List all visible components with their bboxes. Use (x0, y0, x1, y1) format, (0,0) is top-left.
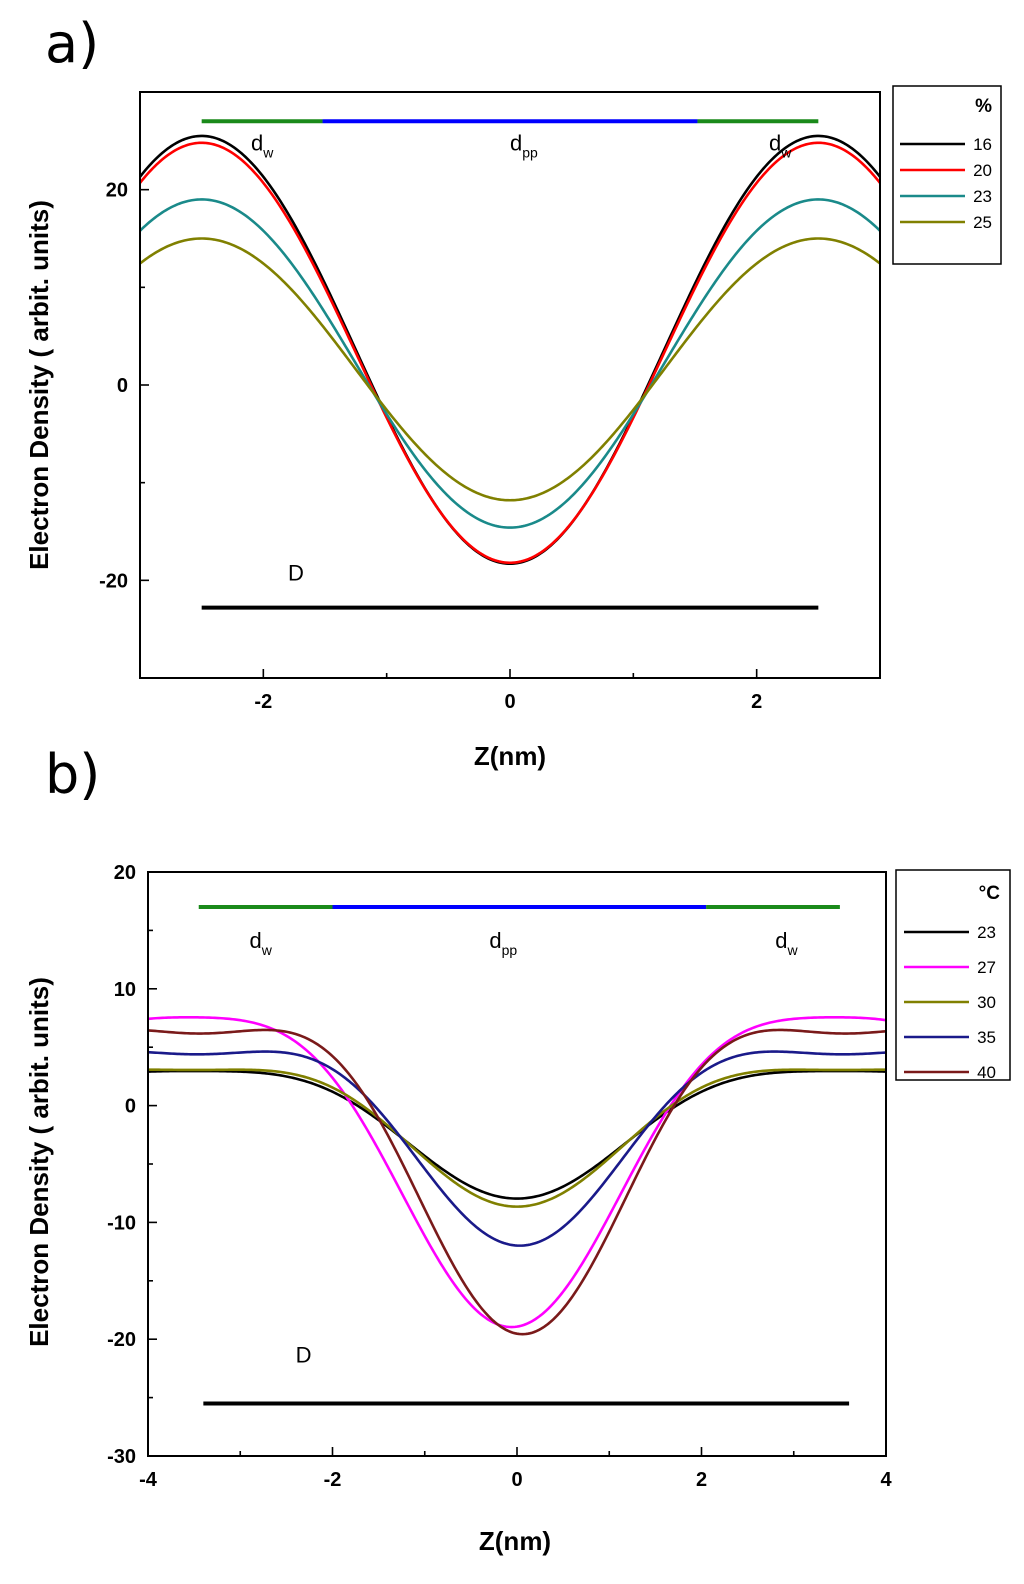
y-axis-title-b: Electron Density ( arbit. units) (24, 977, 54, 1347)
y-tick-label-b: 0 (125, 1096, 136, 1118)
series-line-a-20 (140, 141, 880, 565)
y-tick-label-a: -20 (99, 570, 128, 592)
y-tick-label-b: -10 (107, 1212, 136, 1234)
x-tick-label-a: -2 (254, 691, 272, 713)
legend-label-a-20: 20 (973, 161, 992, 180)
annotation-d-pp-b: dpp (489, 928, 517, 958)
legend-title-b: °C (979, 883, 1001, 904)
legend-label-a-25: 25 (973, 213, 992, 232)
x-tick-label-a: 2 (751, 691, 762, 713)
y-tick-label-b: 10 (114, 979, 136, 1001)
y-axis-title-a: Electron Density ( arbit. units) (24, 200, 54, 570)
x-tick-label-b: 4 (880, 1469, 892, 1491)
legend-label-b-30: 30 (977, 993, 996, 1012)
y-tick-label-b: -20 (107, 1329, 136, 1351)
y-tick-label-a: 20 (106, 180, 128, 202)
legend-box-b (895, 869, 1011, 1081)
series-line-b-35 (148, 1050, 886, 1247)
annotation-D-a: D (288, 560, 304, 585)
x-tick-label-b: -4 (139, 1469, 158, 1491)
series-line-b-40 (148, 1028, 886, 1336)
series-line-b-27 (148, 1016, 886, 1329)
panel-a-label: a) (45, 12, 99, 75)
legend-label-b-40: 40 (977, 1063, 996, 1082)
annotation-d-w-right-a: dw (769, 131, 792, 161)
series-line-b-23 (148, 1069, 886, 1200)
annotation-d-pp-a: dpp (510, 131, 538, 161)
y-tick-label-a: 0 (117, 375, 128, 397)
legend-label-b-23: 23 (977, 923, 996, 942)
y-tick-label-b: 20 (114, 862, 136, 884)
x-tick-label-b: -2 (324, 1469, 342, 1491)
x-tick-label-b: 0 (511, 1469, 522, 1491)
annotation-D-b: D (296, 1343, 312, 1368)
x-tick-label-a: 0 (504, 691, 515, 713)
panel-b-label: b) (45, 743, 100, 806)
series-line-b-30 (148, 1068, 886, 1208)
legend-label-b-27: 27 (977, 958, 996, 977)
legend-label-a-16: 16 (973, 135, 992, 154)
y-tick-label-b: -30 (107, 1446, 136, 1468)
plot-frame-a (139, 91, 881, 679)
annotation-d-w-left-b: dw (249, 928, 272, 958)
x-axis-title-a: Z(nm) (474, 741, 546, 771)
series-line-a-23 (140, 198, 880, 529)
series-line-a-25 (140, 237, 880, 502)
x-axis-title-b: Z(nm) (479, 1526, 551, 1556)
legend-box-a (892, 85, 1002, 265)
annotation-d-w-right-b: dw (775, 928, 798, 958)
legend-label-a-23: 23 (973, 187, 992, 206)
legend-label-b-35: 35 (977, 1028, 996, 1047)
legend-title-a: % (975, 96, 992, 117)
annotation-d-w-left-a: dw (251, 131, 274, 161)
plot-frame-b (147, 871, 887, 1457)
x-tick-label-b: 2 (696, 1469, 707, 1491)
